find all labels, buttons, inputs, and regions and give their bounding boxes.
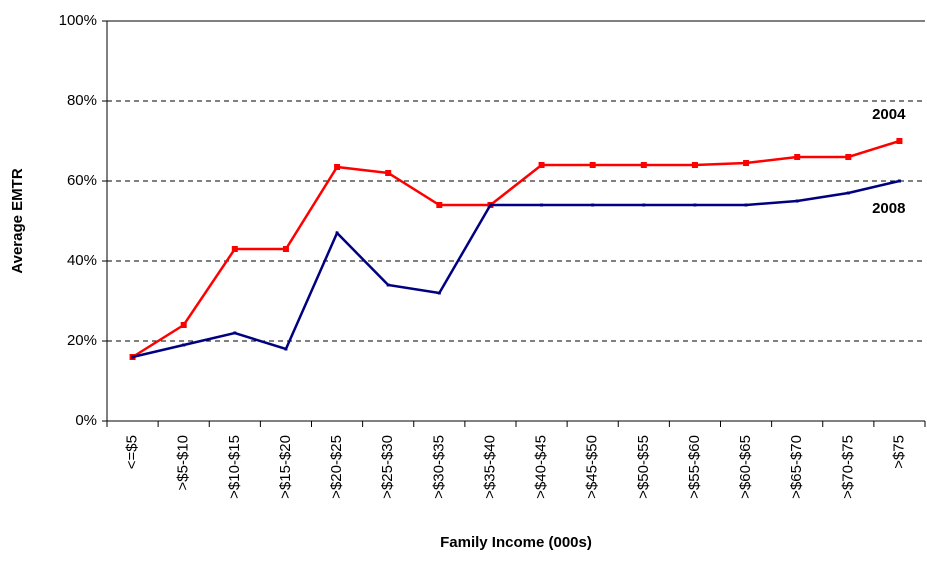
series-label: 2008 — [872, 200, 905, 217]
series-label: 2004 — [872, 106, 906, 123]
x-tick-label: >$75 — [890, 435, 907, 469]
x-tick-label: >$40-$45 — [533, 435, 550, 499]
point-marker — [589, 162, 596, 168]
x-tick-label: >$60-$65 — [737, 435, 754, 499]
point-marker — [691, 162, 698, 168]
point-marker — [538, 162, 545, 168]
point-marker — [640, 162, 647, 168]
y-axis-title: Average EMTR — [9, 168, 26, 273]
point-marker — [642, 203, 646, 207]
y-tick-label: 20% — [67, 332, 97, 349]
point-marker — [233, 331, 237, 335]
x-tick-label: >$5-$10 — [175, 435, 192, 490]
point-marker — [131, 355, 135, 359]
point-marker — [282, 246, 289, 252]
x-tick-label: >$70-$75 — [839, 435, 856, 499]
point-marker — [846, 191, 850, 195]
y-tick-label: 0% — [75, 412, 97, 429]
point-marker — [591, 203, 595, 207]
point-marker — [488, 203, 492, 207]
y-tick-label: 40% — [67, 252, 97, 269]
point-marker — [540, 203, 544, 207]
point-marker — [693, 203, 697, 207]
point-marker — [385, 170, 392, 176]
x-tick-label: <=$5 — [124, 435, 141, 469]
point-marker — [845, 154, 852, 160]
x-tick-label: >$45-$50 — [584, 435, 601, 499]
x-tick-label: >$55-$60 — [686, 435, 703, 499]
point-marker — [284, 347, 288, 351]
point-marker — [386, 283, 390, 287]
x-tick-label: >$65-$70 — [788, 435, 805, 499]
x-tick-label: >$25-$30 — [379, 435, 396, 499]
point-marker — [794, 154, 801, 160]
x-tick-label: >$35-$40 — [481, 435, 498, 499]
point-marker — [795, 199, 799, 203]
y-tick-label: 100% — [59, 12, 97, 29]
x-tick-label: >$10-$15 — [226, 435, 243, 499]
point-marker — [436, 202, 443, 208]
y-tick-label: 80% — [67, 92, 97, 109]
point-marker — [182, 343, 186, 347]
point-marker — [334, 164, 341, 170]
point-marker — [743, 160, 750, 166]
point-marker — [180, 322, 187, 328]
point-marker — [744, 203, 748, 207]
point-marker — [231, 246, 238, 252]
y-tick-label: 60% — [67, 172, 97, 189]
series-line — [132, 179, 900, 359]
x-tick-label: >$50-$55 — [635, 435, 652, 499]
x-tick-label: >$15-$20 — [277, 435, 294, 499]
point-marker — [896, 138, 903, 144]
point-marker — [335, 231, 339, 235]
x-tick-label: >$20-$25 — [328, 435, 345, 499]
x-axis-title: Family Income (000s) — [440, 534, 592, 551]
point-marker — [437, 291, 441, 295]
x-tick-label: >$30-$35 — [430, 435, 447, 499]
series-line — [131, 139, 900, 359]
point-marker — [897, 179, 901, 183]
